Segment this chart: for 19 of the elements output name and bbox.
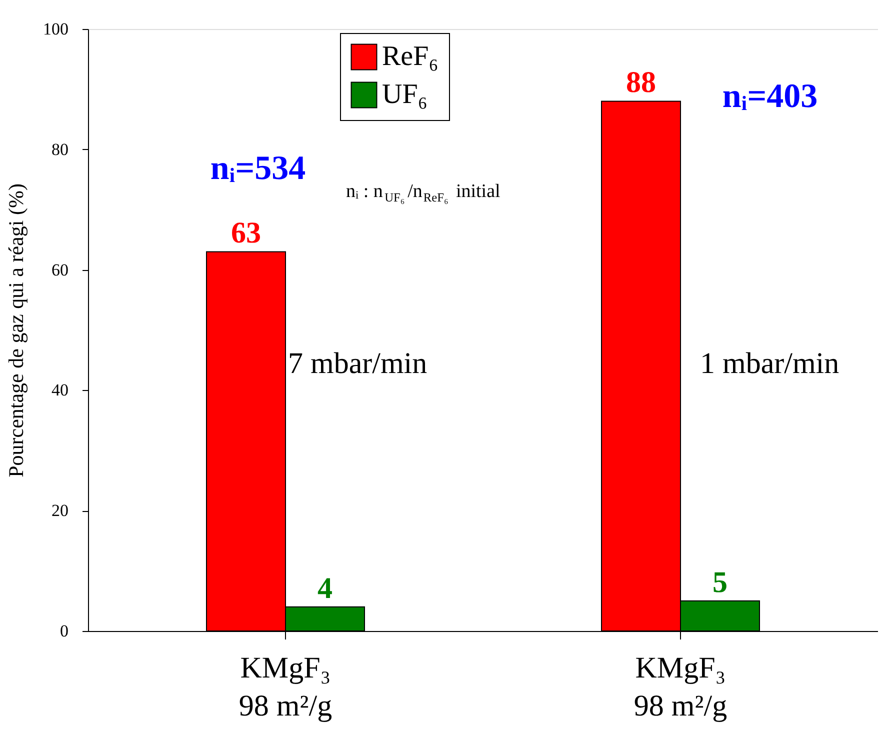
y-tick-label: 80 <box>52 140 68 159</box>
data-label: 4 <box>318 572 332 605</box>
y-tick-label: 0 <box>60 622 68 640</box>
data-label: 88 <box>626 66 656 100</box>
x-tick-label: KMgF₃ 98 m²/g <box>634 652 728 722</box>
y-tick-label: 60 <box>52 260 68 280</box>
legend-label: ReF₆ <box>382 41 438 72</box>
x-tick-label: KMgF₃ 98 m²/g <box>238 652 332 722</box>
legend-label: UF₆ <box>382 79 428 110</box>
annotation: nᵢ=534 <box>210 150 306 187</box>
y-tick-label: 40 <box>52 380 68 400</box>
annotation: 7 mbar/min <box>288 347 428 380</box>
data-label: 5 <box>712 566 728 599</box>
annotation: 1 mbar/min <box>700 347 840 380</box>
annotation: nᵢ=403 <box>722 78 818 115</box>
y-tick-label: 100 <box>43 20 68 38</box>
y-tick-label: 20 <box>52 501 68 520</box>
data-label: 63 <box>231 216 261 250</box>
y-axis-title: Pourcentage de gaz qui a réagi (%) <box>4 184 28 478</box>
